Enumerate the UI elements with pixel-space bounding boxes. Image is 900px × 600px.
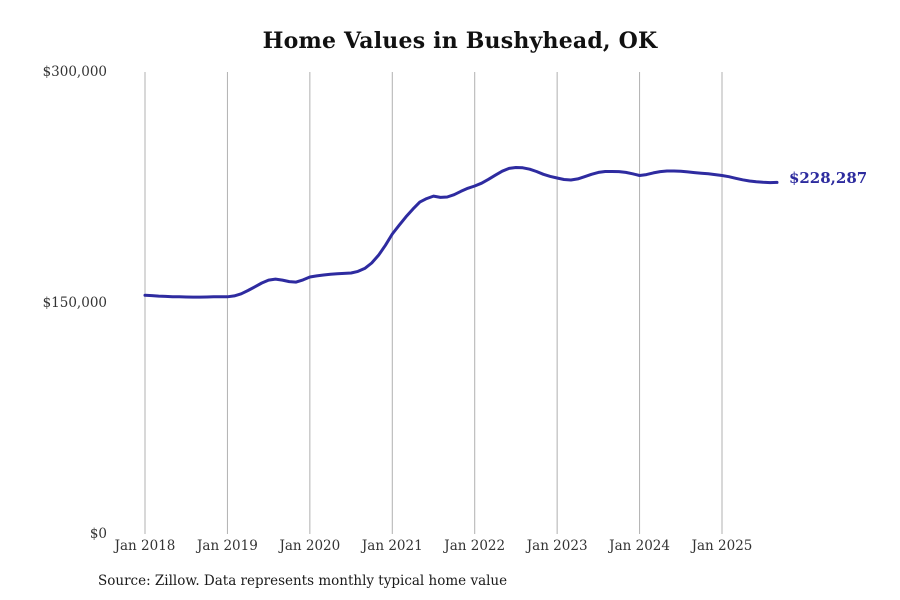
x-tick-label: Jan 2019 [197, 538, 258, 554]
x-tick-label: Jan 2021 [361, 538, 423, 554]
chart-title: Home Values in Bushyhead, OK [262, 28, 658, 54]
y-tick-label: $150,000 [42, 295, 107, 311]
x-tick-label: Jan 2020 [279, 538, 341, 554]
y-tick-label: $0 [89, 526, 107, 542]
x-tick-label: Jan 2024 [609, 538, 670, 554]
source-note: Source: Zillow. Data represents monthly … [98, 573, 508, 589]
x-tick-label: Jan 2025 [691, 538, 753, 554]
home-value-line [143, 166, 779, 299]
latest-value-label: $228,287 [788, 169, 868, 188]
y-tick-label: $300,000 [42, 64, 107, 80]
x-tick-label: Jan 2018 [114, 538, 176, 554]
x-tick-label: Jan 2022 [444, 538, 506, 554]
x-tick-label: Jan 2023 [526, 538, 588, 554]
